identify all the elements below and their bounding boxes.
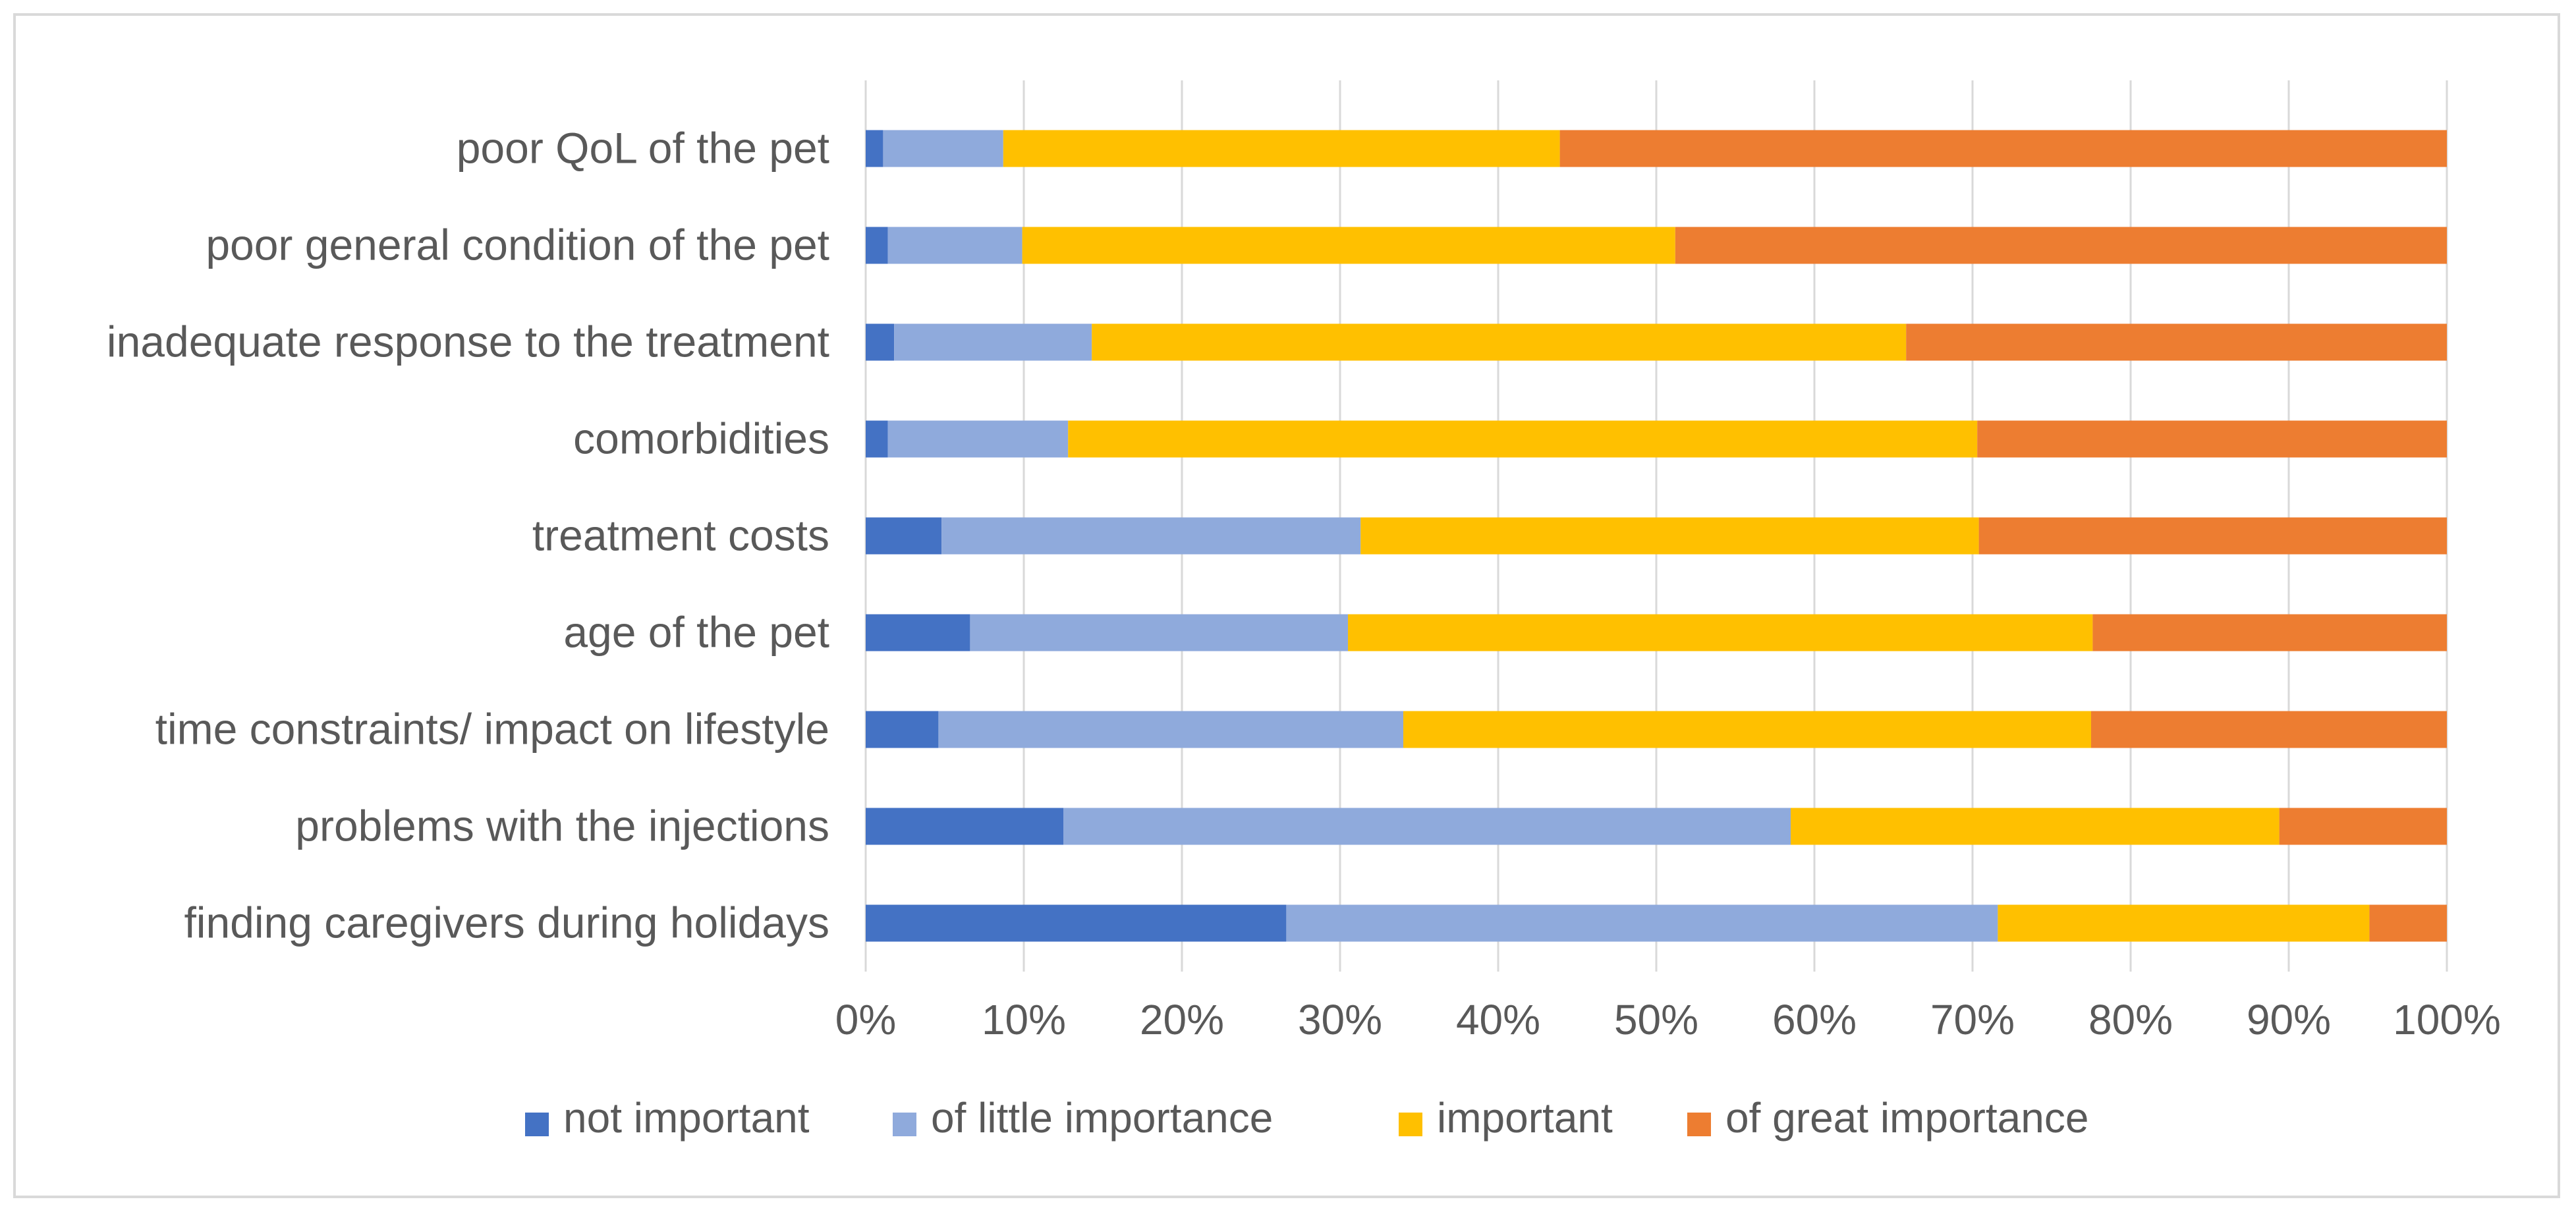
legend-label: not important xyxy=(563,1094,810,1142)
category-label: finding caregivers during holidays xyxy=(184,898,829,947)
bar-not-important xyxy=(866,808,1063,845)
bar-important xyxy=(1791,808,2280,845)
bar-of-great-importance xyxy=(2092,614,2447,651)
bar-of-little-importance xyxy=(887,420,1069,458)
legend-swatch xyxy=(893,1113,916,1136)
bar-not-important xyxy=(866,711,939,748)
x-axis-ticks: 0% 10% 20% 30% 40% 50% 60% 70% 80% 90% 100% xyxy=(835,996,2501,1043)
x-tick-label: 30% xyxy=(1298,996,1382,1043)
bar-important xyxy=(1998,904,2370,942)
bar-not-important xyxy=(866,517,942,555)
category-label: problems with the injections xyxy=(295,802,829,850)
bar-not-important xyxy=(866,227,888,264)
bar-of-great-importance xyxy=(2369,904,2447,942)
legend-item-important: important xyxy=(1399,1094,1613,1142)
legend: not important of little importance importa… xyxy=(525,1094,2088,1142)
bar-of-great-importance xyxy=(1906,323,2447,361)
bars xyxy=(866,130,2447,942)
legend-label: of little importance xyxy=(931,1094,1273,1142)
x-tick-label: 90% xyxy=(2247,996,2331,1043)
bar-of-little-importance xyxy=(887,227,1022,264)
category-labels: poor QoL of the pet poor general conditio… xyxy=(107,124,829,947)
category-label: time constraints/ impact on lifestyle xyxy=(155,705,829,754)
bar-of-great-importance xyxy=(1977,420,2447,458)
bar-of-little-importance xyxy=(1063,808,1791,845)
category-label: age of the pet xyxy=(563,608,829,657)
category-label: comorbidities xyxy=(573,414,829,463)
bar-of-great-importance xyxy=(1978,517,2447,555)
x-tick-label: 0% xyxy=(835,996,897,1043)
bar-of-great-importance xyxy=(1559,130,2447,167)
bar-important xyxy=(1360,517,1979,555)
bar-of-little-importance xyxy=(1286,904,1998,942)
chart-frame: poor QoL of the pet poor general conditio… xyxy=(13,13,2560,1198)
category-label: inadequate response to the treatment xyxy=(107,317,829,366)
category-label: poor QoL of the pet xyxy=(457,124,829,173)
category-label: poor general condition of the pet xyxy=(206,221,829,269)
bar-not-important xyxy=(866,323,895,361)
legend-item-of-little-importance: of little importance xyxy=(893,1094,1273,1142)
bar-important xyxy=(1403,711,2091,748)
bar-important xyxy=(1092,323,1907,361)
bar-important xyxy=(1348,614,2093,651)
bar-of-little-importance xyxy=(970,614,1348,651)
x-tick-label: 40% xyxy=(1456,996,1540,1043)
legend-swatch xyxy=(1399,1113,1422,1136)
x-tick-label: 20% xyxy=(1140,996,1224,1043)
legend-item-not-important: not important xyxy=(525,1094,810,1142)
bar-not-important xyxy=(866,614,970,651)
bar-of-little-importance xyxy=(883,130,1003,167)
x-tick-label: 60% xyxy=(1772,996,1857,1043)
bar-of-little-importance xyxy=(941,517,1361,555)
x-tick-label: 100% xyxy=(2393,996,2501,1043)
x-tick-label: 80% xyxy=(2088,996,2173,1043)
bar-important xyxy=(1022,227,1675,264)
legend-label: of great importance xyxy=(1725,1094,2088,1142)
legend-swatch xyxy=(525,1113,549,1136)
legend-swatch xyxy=(1687,1113,1711,1136)
legend-item-of-great-importance: of great importance xyxy=(1687,1094,2088,1142)
bar-important xyxy=(1003,130,1560,167)
bar-important xyxy=(1068,420,1978,458)
stacked-bar-chart: poor QoL of the pet poor general conditio… xyxy=(107,80,2501,1142)
bar-of-little-importance xyxy=(938,711,1403,748)
bar-not-important xyxy=(866,130,883,167)
x-tick-label: 70% xyxy=(1930,996,2015,1043)
bar-not-important xyxy=(866,420,888,458)
legend-label: important xyxy=(1437,1094,1613,1142)
bar-of-little-importance xyxy=(894,323,1092,361)
x-tick-label: 10% xyxy=(982,996,1066,1043)
bar-of-great-importance xyxy=(1675,227,2447,264)
bar-not-important xyxy=(866,904,1287,942)
x-tick-label: 50% xyxy=(1614,996,1698,1043)
bar-of-great-importance xyxy=(2279,808,2447,845)
bar-of-great-importance xyxy=(2091,711,2447,748)
category-label: treatment costs xyxy=(532,511,829,560)
